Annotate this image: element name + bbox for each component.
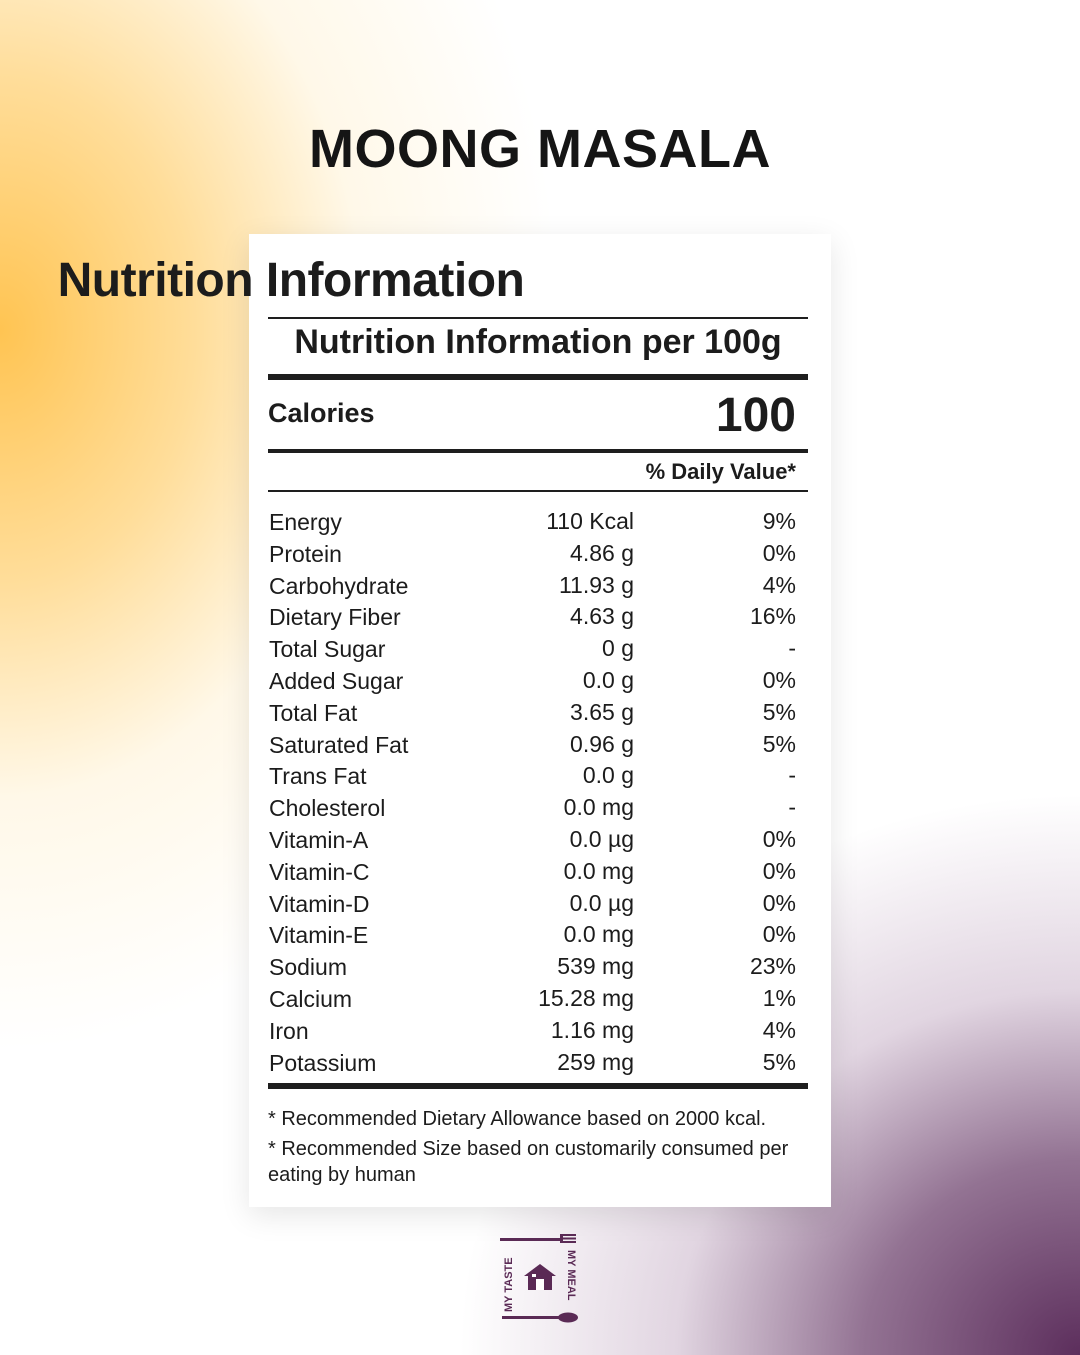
divider-dv: [268, 490, 808, 492]
logo-text-left: MY TASTE: [503, 1257, 515, 1312]
nutrition-panel: [249, 234, 831, 1207]
nutrient-list: Energy 110 Kcal 9% Protein 4.86 g 0% Carbohy…: [268, 505, 798, 1077]
nutrient-row: Total Fat 3.65 g 5%: [268, 696, 798, 728]
nutrient-daily-value: 0%: [762, 889, 796, 916]
nutrient-name: Trans Fat: [269, 763, 367, 790]
nutrient-name: Calcium: [269, 985, 353, 1012]
nutrient-row: Saturated Fat 0.96 g 5%: [268, 728, 798, 760]
nutrient-name: Total Fat: [269, 699, 358, 726]
nutrient-amount: 0.96 g: [570, 730, 634, 757]
nutrient-daily-value: 5%: [762, 730, 796, 757]
nutrient-daily-value: 0%: [762, 857, 796, 884]
nutrient-name: Vitamin-A: [269, 826, 369, 853]
nutrient-amount: 11.93 g: [558, 571, 634, 598]
nutrient-amount: 0.0 g: [582, 666, 634, 693]
nutrient-amount: 3.65 g: [570, 698, 634, 725]
nutrient-name: Total Sugar: [269, 636, 386, 663]
nutrient-row: Vitamin-A 0.0 µg 0%: [268, 823, 798, 855]
nutrient-amount: 0.0 µg: [569, 889, 634, 916]
nutrient-amount: 15.28 mg: [538, 984, 634, 1011]
nutrient-name: Carbohydrate: [269, 572, 409, 599]
per-100g-heading: Nutrition Information per 100g: [294, 323, 782, 361]
nutrient-amount: 0.0 mg: [563, 857, 634, 884]
nutrient-daily-value: 0%: [762, 539, 796, 566]
nutrient-amount: 1.16 mg: [550, 1016, 634, 1043]
nutrient-daily-value: -: [788, 762, 796, 789]
nutrient-name: Sodium: [269, 954, 347, 981]
nutrient-row: Protein 4.86 g 0%: [268, 537, 798, 569]
nutrient-daily-value: 23%: [749, 953, 796, 980]
nutrient-daily-value: 5%: [762, 1048, 796, 1075]
nutrient-daily-value: 0%: [762, 666, 796, 693]
divider-thin-top: [268, 317, 808, 319]
nutrient-daily-value: 1%: [762, 984, 796, 1011]
nutrient-row: Sodium 539 mg 23%: [268, 950, 798, 982]
nutrient-name: Potassium: [269, 1049, 377, 1076]
nutrient-daily-value: 5%: [762, 698, 796, 725]
nutrient-amount: 0.0 mg: [563, 921, 634, 948]
nutrient-amount: 4.63 g: [570, 603, 634, 630]
nutrient-row: Vitamin-E 0.0 mg 0%: [268, 918, 798, 950]
nutrient-row: Potassium 259 mg 5%: [268, 1046, 798, 1078]
nutrient-row: Calcium 15.28 mg 1%: [268, 982, 798, 1014]
nutrient-name: Vitamin-E: [269, 922, 369, 949]
nutrient-row: Vitamin-D 0.0 µg 0%: [268, 887, 798, 919]
nutrient-amount: 0.0 mg: [563, 794, 634, 821]
nutrient-row: Dietary Fiber 4.63 g 16%: [268, 600, 798, 632]
product-title: MOONG MASALA: [309, 119, 771, 179]
nutrient-name: Protein: [269, 540, 342, 567]
nutrient-daily-value: 4%: [762, 571, 796, 598]
panel-heading: Nutrition Information: [57, 254, 525, 307]
nutrient-name: Iron: [269, 1017, 309, 1044]
calories-label: Calories: [268, 398, 375, 428]
footnote-rda: * Recommended Dietary Allowance based on…: [268, 1108, 767, 1130]
daily-value-header: % Daily Value*: [645, 459, 796, 484]
footnote-serving: * Recommended Size based on customarily …: [268, 1138, 789, 1186]
nutrient-name: Dietary Fiber: [269, 604, 401, 631]
divider-thick: [268, 374, 808, 380]
nutrient-amount: 539 mg: [557, 953, 634, 980]
nutrient-daily-value: -: [788, 635, 796, 662]
nutrient-daily-value: 0%: [762, 921, 796, 948]
nutrient-daily-value: 0%: [762, 825, 796, 852]
nutrient-name: Cholesterol: [269, 795, 386, 822]
divider-bottom-thick: [268, 1083, 808, 1089]
nutrient-row: Iron 1.16 mg 4%: [268, 1014, 798, 1046]
nutrient-amount: 4.86 g: [570, 539, 634, 566]
logo-text-right: MY MEAL: [565, 1250, 577, 1301]
nutrient-row: Energy 110 Kcal 9%: [268, 505, 798, 537]
nutrient-row: Vitamin-C 0.0 mg 0%: [268, 855, 798, 887]
nutrient-row: Cholesterol 0.0 mg -: [268, 791, 798, 823]
nutrient-daily-value: -: [788, 794, 796, 821]
nutrient-name: Saturated Fat: [269, 731, 409, 758]
nutrient-row: Carbohydrate 11.93 g 4%: [268, 569, 798, 601]
nutrient-name: Vitamin-D: [269, 890, 370, 917]
nutrient-row: Total Sugar 0 g -: [268, 632, 798, 664]
nutrient-amount: 0 g: [602, 635, 634, 662]
nutrient-name: Added Sugar: [269, 667, 404, 694]
nutrient-amount: 0.0 µg: [569, 825, 634, 852]
nutrient-name: Vitamin-C: [269, 858, 370, 885]
calories-value: 100: [715, 389, 796, 442]
nutrient-name: Energy: [269, 509, 342, 535]
nutrient-amount: 0.0 g: [582, 762, 634, 789]
divider-calories: [268, 449, 808, 453]
nutrient-daily-value: 4%: [762, 1016, 796, 1043]
nutrient-row: Added Sugar 0.0 g 0%: [268, 664, 798, 696]
nutrient-daily-value: 16%: [749, 603, 796, 630]
nutrient-row: Trans Fat 0.0 g -: [268, 759, 798, 791]
brand-logo-icon: MY TASTE MY MEAL: [500, 1234, 578, 1323]
nutrient-amount: 259 mg: [557, 1048, 634, 1075]
nutrient-amount: 110 Kcal: [546, 508, 634, 534]
nutrient-daily-value: 9%: [762, 508, 796, 534]
